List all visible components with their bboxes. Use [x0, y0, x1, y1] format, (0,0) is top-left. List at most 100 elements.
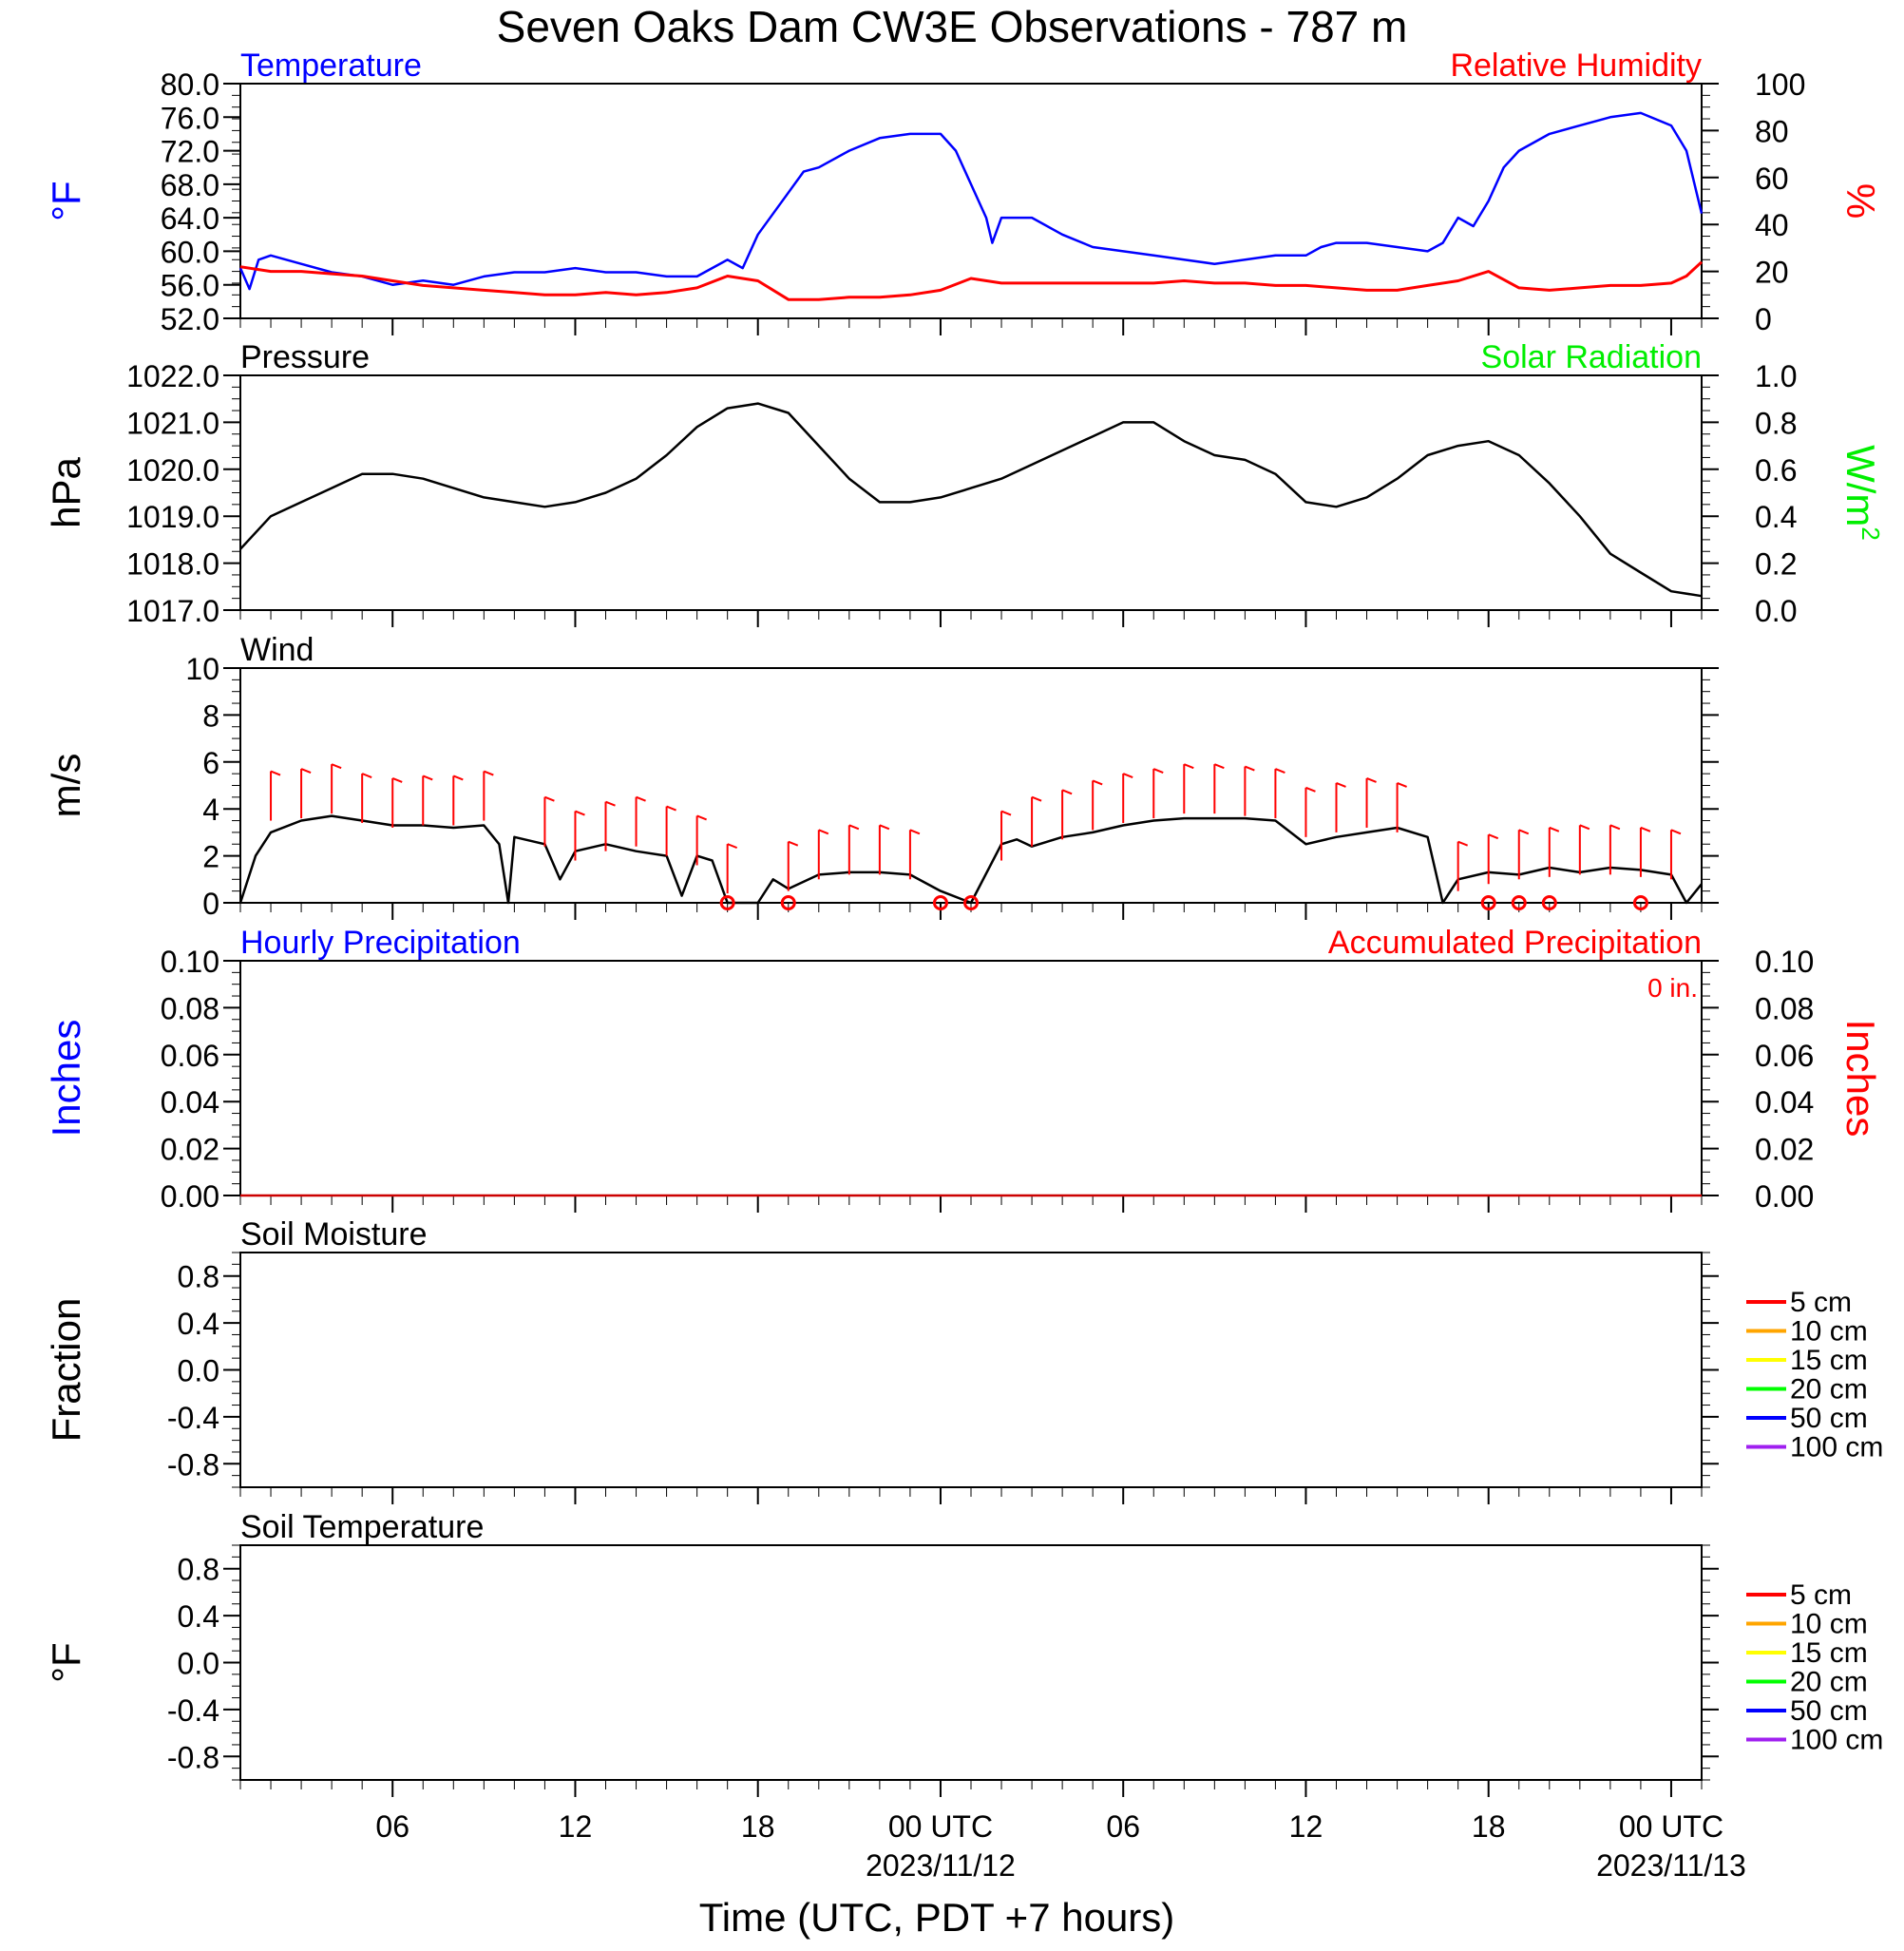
calm-wind-circle [1480, 895, 1496, 910]
right-unit-label: % [1838, 183, 1883, 219]
left-unit-label: hPa [44, 456, 88, 527]
left-tick-label: 0.00 [161, 1179, 219, 1214]
x-tick-date-label: 2023/11/12 [866, 1848, 1016, 1883]
legend-label: 50 cm [1790, 1695, 1868, 1727]
panel-title-left: Soil Moisture [240, 1216, 428, 1253]
right-tick-label: 0.4 [1755, 500, 1797, 534]
chart-title: Seven Oaks Dam CW3E Observations - 787 m [497, 2, 1408, 51]
right-unit-label: Inches [1838, 1020, 1883, 1138]
x-tick-label: 06 [1106, 1809, 1140, 1844]
x-tick-label: 06 [375, 1809, 409, 1844]
right-tick-label: 0.6 [1755, 453, 1797, 488]
calm-wind-circle [963, 895, 979, 910]
legend-label: 20 cm [1790, 1374, 1868, 1406]
panel-precip: 0.00 0.02 0.04 0.06 0.08 0.10 0.00 0.02 0.04 0.06… [44, 925, 1883, 1214]
right-tick-label: 80 [1755, 114, 1789, 148]
wind-barb-flag [300, 768, 312, 775]
wind-barb-flag [575, 810, 585, 816]
left-tick-label: 0.04 [161, 1085, 219, 1119]
panel-note-right: 0 in. [1647, 973, 1698, 1003]
wind-barb-flag [391, 777, 403, 783]
wind-barb-flag [1397, 781, 1407, 788]
right-unit-label: W/m2 [1838, 445, 1885, 541]
panel-frame [239, 667, 1703, 904]
left-tick-label: 0.4 [178, 1599, 219, 1634]
left-tick-label: 60.0 [161, 235, 219, 269]
left-tick-label: 76.0 [161, 101, 219, 135]
left-unit-label: m/s [44, 754, 88, 818]
left-tick-label: 72.0 [161, 135, 219, 169]
wind-barb-flag [422, 775, 433, 781]
left-tick-label: 0.06 [161, 1039, 219, 1073]
panel-title-right: Solar Radiation [1481, 339, 1702, 375]
panel-title-left: Pressure [240, 339, 370, 375]
panel-title-left: Soil Temperature [240, 1509, 484, 1545]
series-0-line [238, 814, 1703, 905]
right-tick-label: 0.04 [1755, 1085, 1814, 1119]
wind-barb-flag [452, 775, 464, 781]
left-tick-label: 1019.0 [126, 500, 219, 534]
left-tick-label: 1018.0 [126, 547, 219, 582]
left-tick-label: -0.4 [167, 1401, 219, 1435]
panel-title-left: Hourly Precipitation [240, 925, 521, 961]
left-unit-label: Fraction [44, 1298, 88, 1443]
right-tick-label: 0.10 [1755, 945, 1814, 979]
left-tick-label: 1022.0 [126, 359, 219, 393]
x-tick-label: 00 UTC [888, 1809, 993, 1844]
panels-group: 52.056.060.064.068.072.076.080.002040608… [44, 48, 1885, 1797]
x-tick-label: 18 [1472, 1809, 1506, 1844]
panel-soil-moisture: -0.8 -0.4 0.0 0.4 0.8 Soil Moisture Fraction 5 … [44, 1216, 1883, 1504]
panel-title-right: Accumulated Precipitation [1328, 925, 1702, 961]
right-unit-text: Inches [1838, 1020, 1883, 1138]
legend-label: 20 cm [1790, 1667, 1868, 1698]
wind-barb-flag [1152, 768, 1164, 775]
left-tick-label: 4 [202, 793, 219, 827]
x-tick-label: 12 [559, 1809, 593, 1844]
left-tick-label: 0.0 [178, 1647, 219, 1681]
calm-wind-circle [932, 895, 948, 910]
panel-frame [239, 1252, 1703, 1488]
right-tick-label: 0.8 [1755, 406, 1797, 440]
right-tick-label: 1.0 [1755, 359, 1797, 393]
wind-barb-flag [1305, 786, 1316, 793]
panel-title-left: Temperature [240, 48, 422, 84]
right-tick-label: 0.08 [1755, 991, 1814, 1025]
right-unit-text: W/m [1838, 445, 1883, 526]
right-tick-label: 0.06 [1755, 1039, 1814, 1073]
left-tick-label: 0.0 [178, 1354, 219, 1388]
wind-barb-flag [666, 805, 676, 812]
left-tick-label: 1020.0 [126, 453, 219, 488]
wind-barb-flag [1183, 763, 1194, 770]
wind-barb-flag [1609, 824, 1621, 831]
wind-barb-flag [331, 763, 342, 770]
wind-barb-flag [1000, 810, 1012, 816]
panel-temp-rh: 52.056.060.064.068.072.076.080.0 0 20 40 60 8… [44, 48, 1883, 336]
left-unit-label: °F [44, 181, 88, 220]
right-tick-label: 100 [1755, 67, 1805, 102]
right-tick-label: 40 [1755, 208, 1789, 242]
wind-barb-flag [1640, 826, 1651, 832]
left-tick-label: 0 [202, 887, 219, 921]
wind-barb-flag [1122, 773, 1133, 778]
left-tick-label: 10 [185, 652, 219, 686]
legend-label: 15 cm [1790, 1345, 1868, 1376]
wind-barb-flag [1061, 789, 1073, 795]
x-tick-label: 12 [1289, 1809, 1323, 1844]
x-tick-label: 18 [741, 1809, 775, 1844]
left-tick-label: 68.0 [161, 168, 219, 202]
legend-label: 5 cm [1790, 1579, 1852, 1611]
series-0-line [239, 402, 1703, 598]
left-tick-label: 8 [202, 698, 219, 733]
legend-label: 10 cm [1790, 1609, 1868, 1640]
panel-pressure: 1017.0 1018.0 1019.0 1020.0 1021.0 1022.0 0.0 0… [44, 339, 1885, 628]
wind-barb-flag [1092, 779, 1103, 786]
left-tick-label: 0.4 [178, 1307, 219, 1341]
left-tick-label: 0.08 [161, 991, 219, 1025]
wind-barb-flag [483, 770, 494, 776]
legend-label: 10 cm [1790, 1316, 1868, 1348]
wind-barb-flag [1457, 840, 1469, 847]
wind-barb-flag [636, 795, 646, 802]
calm-wind-circle [719, 895, 735, 910]
left-tick-label: 0.8 [178, 1260, 219, 1294]
